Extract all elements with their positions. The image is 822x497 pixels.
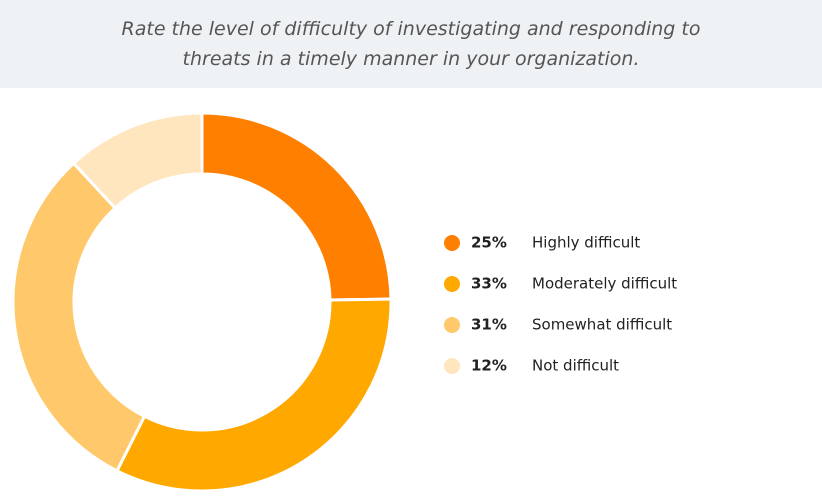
donut-segment [71, 111, 204, 211]
legend-label: Highly difficult [532, 234, 640, 252]
donut-segment [200, 111, 393, 302]
donut-segment [114, 297, 393, 493]
legend-value: 31% [471, 316, 507, 334]
donut-segment [11, 161, 147, 473]
legend-label: Not difficult [532, 357, 619, 375]
legend-swatch [444, 358, 460, 374]
legend-value: 12% [471, 357, 507, 375]
header: Rate the level of difficulty of investig… [0, 0, 822, 88]
legend-value: 33% [471, 275, 507, 293]
legend-label: Somewhat difficult [532, 316, 672, 334]
legend-swatch [444, 317, 460, 333]
legend-value: 25% [471, 234, 507, 252]
legend-label: Moderately difficult [532, 275, 677, 293]
legend-swatch [444, 235, 460, 251]
chart-title: Rate the level of difficulty of investig… [121, 18, 701, 70]
legend-swatch [444, 276, 460, 292]
